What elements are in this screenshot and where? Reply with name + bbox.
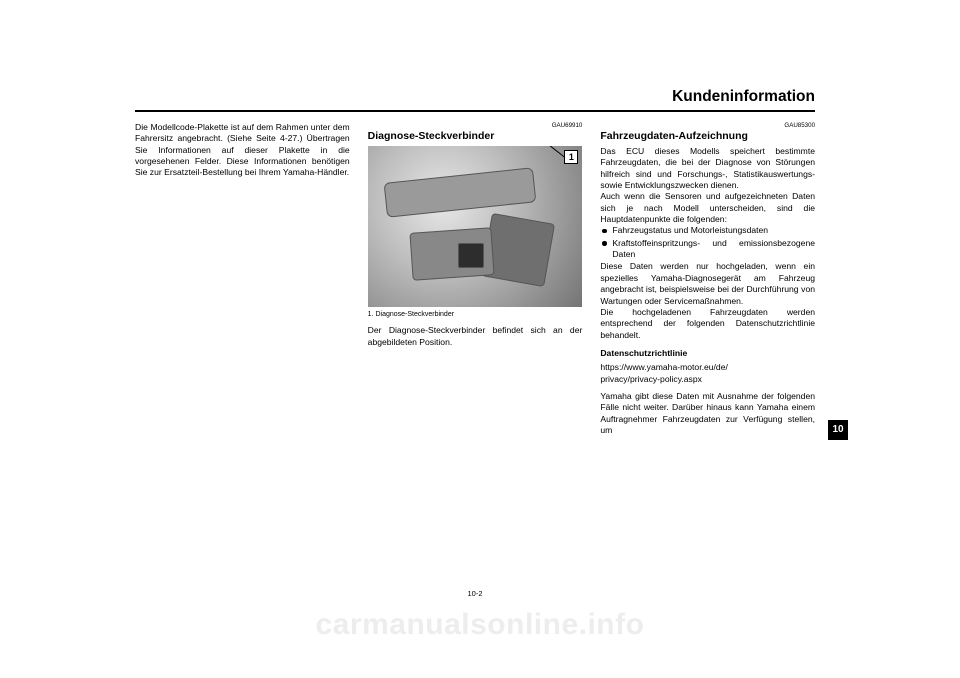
bullet-item: Kraftstoffeinspritzungs- und emissionsbe… <box>600 238 815 261</box>
col2-heading: Diagnose-Steckverbinder <box>368 130 583 144</box>
policy-subhead: Datenschutzrichtlinie <box>600 348 815 359</box>
diagnostic-connector-figure: 1 <box>368 146 583 307</box>
footer-page-number: 10-2 <box>467 589 482 598</box>
col3-bullets: Fahrzeugstatus und Motorleistungsdaten K… <box>600 225 815 260</box>
col3-p1: Das ECU dieses Modells speichert bestimm… <box>600 146 815 191</box>
figure-callout-1: 1 <box>564 150 578 164</box>
col1-body: Die Modellcode-Plakette ist auf dem Rahm… <box>135 122 350 179</box>
watermark: carmanualsonline.info <box>0 608 960 642</box>
column-1: Die Modellcode-Plakette ist auf dem Rahm… <box>135 122 350 436</box>
col3-gau-code: GAU85300 <box>600 122 815 130</box>
policy-url: https://www.yamaha-motor.eu/de/ privacy/… <box>600 362 815 385</box>
figure-caption: 1. Diagnose-Steckverbinder <box>368 310 583 319</box>
column-2: GAU69910 Diagnose-Steckverbinder 1 1. Di… <box>368 122 583 436</box>
col3-p3: Diese Daten werden nur hochgeladen, wenn… <box>600 261 815 306</box>
col3-p2: Auch wenn die Sensoren und aufgezeichnet… <box>600 191 815 225</box>
col2-body: Der Diagnose-Steckverbinder befindet sic… <box>368 325 583 348</box>
col3-p5: Yamaha gibt diese Daten mit Ausnahme der… <box>600 391 815 436</box>
column-3: GAU85300 Fahrzeugdaten-Aufzeichnung Das … <box>600 122 815 436</box>
section-thumb-tab: 10 <box>828 420 848 440</box>
col3-heading: Fahrzeugdaten-Aufzeichnung <box>600 130 815 144</box>
header-rule <box>135 110 815 112</box>
col3-p4: Die hochgeladenen Fahrzeugdaten werden e… <box>600 307 815 341</box>
page-header-title: Kundeninformation <box>672 88 815 106</box>
bullet-item: Fahrzeugstatus und Motorleistungsdaten <box>600 225 815 236</box>
page-content: Kundeninformation Die Modellcode-Plakett… <box>135 110 815 580</box>
col2-gau-code: GAU69910 <box>368 122 583 130</box>
text-columns: Die Modellcode-Plakette ist auf dem Rahm… <box>135 122 815 436</box>
